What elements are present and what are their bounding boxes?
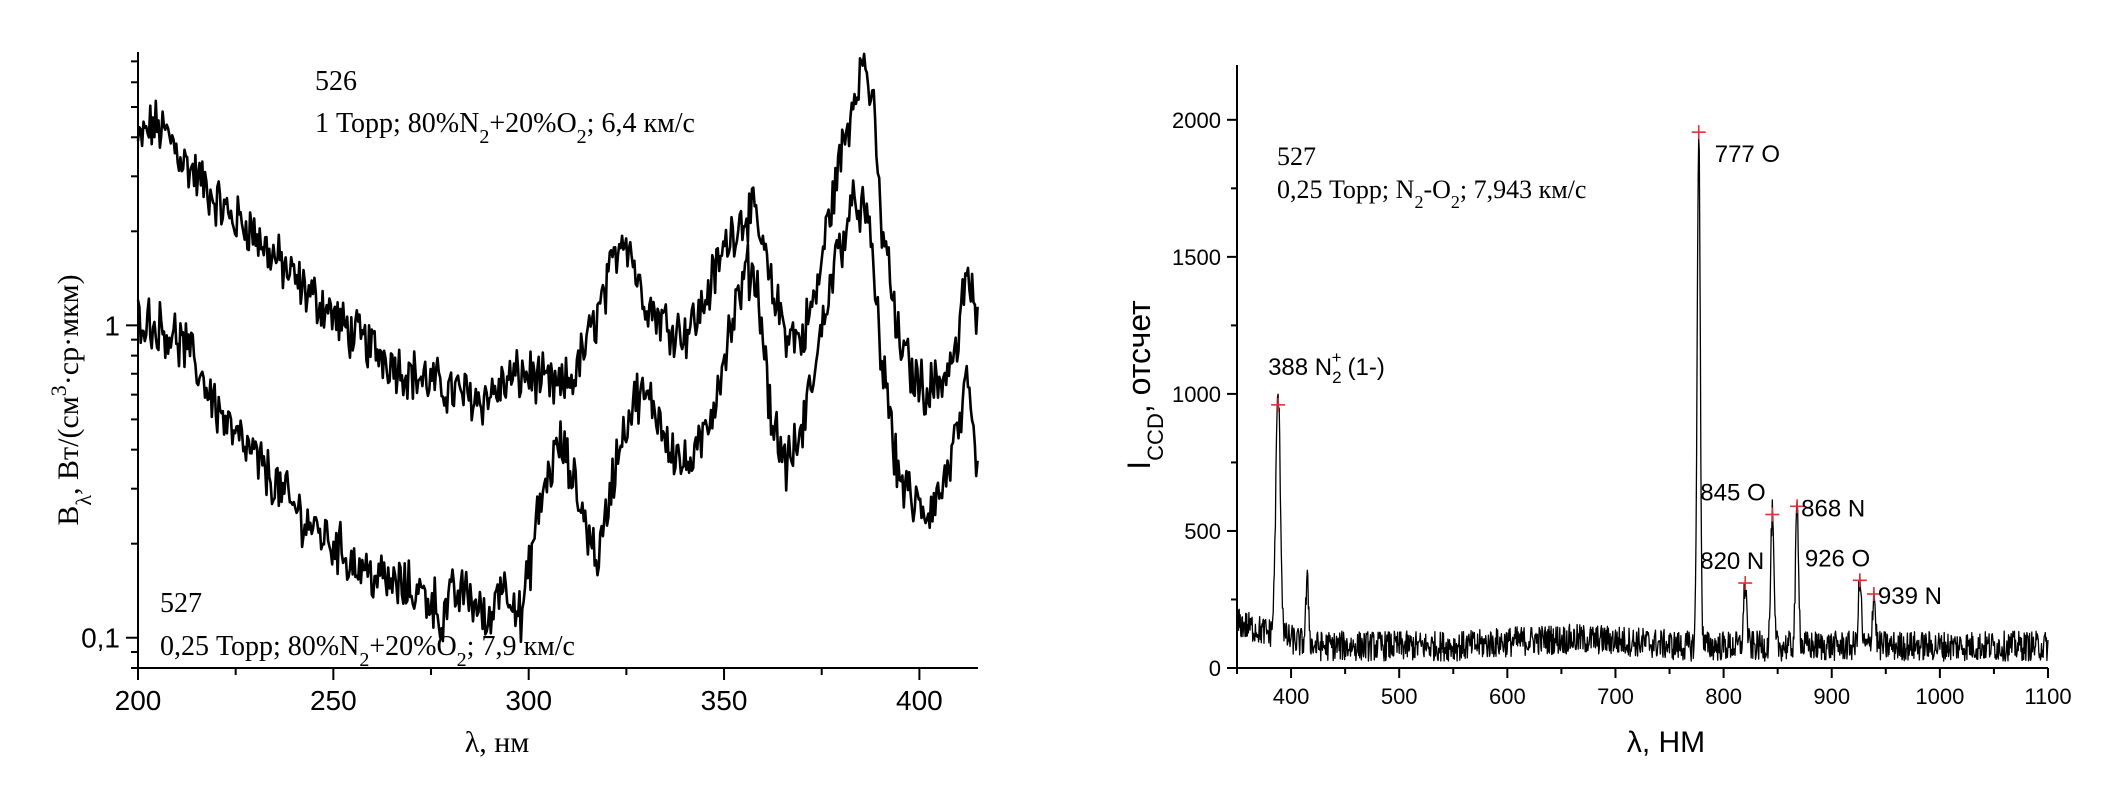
right-x-tick-label: 500 <box>1381 684 1418 709</box>
peak-label: 868 N <box>1801 495 1865 522</box>
left-xlabel: λ, нм <box>465 726 530 759</box>
left-x-tick-label: 200 <box>115 685 162 716</box>
peak-label: 926 O <box>1805 545 1870 572</box>
left-x-tick-label: 350 <box>701 685 748 716</box>
right-annotation-line1: 527 <box>1277 142 1316 171</box>
right-ticks-group: 400 500 600 700 800 900 1000 1100 0 500 1000 1500 20… <box>1172 108 2072 709</box>
left-annotation-526-line1: 526 <box>315 66 357 97</box>
peak-label: 388 N2+ (1-) <box>1268 348 1385 387</box>
right-y-tick-label: 1000 <box>1172 382 1221 407</box>
left-series-group <box>136 52 979 644</box>
peak-label: 820 N <box>1700 548 1764 575</box>
right-xlabel: λ, НМ <box>1627 726 1705 759</box>
left-y-tick-label: 1 <box>104 310 120 341</box>
right-x-tick-label: 900 <box>1813 684 1850 709</box>
left-annotation-527-line1: 527 <box>160 588 202 619</box>
left-annotation-526-line2: 1 Торр; 80%N2+20%O2; 6,4 км/с <box>315 108 695 148</box>
right-x-tick-label: 1100 <box>2024 684 2071 709</box>
right-spectrum-line <box>1236 137 2049 662</box>
right-x-tick-label: 700 <box>1597 684 1634 709</box>
left-x-tick-label: 300 <box>505 685 552 716</box>
left-ylabel: Bλ, Вт/(см3·ср·мкм) <box>46 274 96 525</box>
right-x-tick-label: 600 <box>1489 684 1526 709</box>
peak-label: 939 N <box>1878 583 1942 610</box>
right-annotation-line2: 0,25 Торр; N2-O2; 7,943 км/с <box>1277 175 1586 212</box>
left-series-line-1 <box>136 52 979 426</box>
right-chart: 400 500 600 700 800 900 1000 1100 0 500 1000 1500 20… <box>1121 65 2072 759</box>
right-series-group <box>1236 137 2049 662</box>
right-x-tick-label: 800 <box>1705 684 1742 709</box>
peak-label: 845 O <box>1700 480 1765 507</box>
peak-label: 777 O <box>1715 141 1780 168</box>
left-x-tick-label: 250 <box>310 685 357 716</box>
right-x-tick-label: 400 <box>1273 684 1310 709</box>
left-series-line-2 <box>136 179 979 644</box>
right-y-tick-label: 2000 <box>1172 108 1221 133</box>
left-y-tick-label: 0,1 <box>81 623 120 654</box>
left-x-tick-label: 400 <box>896 685 943 716</box>
right-axes <box>1236 65 2048 669</box>
right-x-tick-label: 1000 <box>1915 684 1964 709</box>
left-axes <box>137 52 978 669</box>
right-ylabel: ICCD, отсчет <box>1121 300 1168 470</box>
left-chart: 200 250 300 350 400 0,1 1 526 1 Торр; 80%N2+20… <box>46 52 979 759</box>
right-peak-markers: 388 N2+ (1-) 777 O 820 N 845 O 868 N 926 O 939 … <box>1268 125 1942 610</box>
right-y-tick-label: 0 <box>1209 656 1221 681</box>
left-annotation-527-line2: 0,25 Торр; 80%N2+20%O2; 7,9 км/с <box>160 631 575 671</box>
right-y-tick-label: 500 <box>1184 519 1221 544</box>
right-y-tick-label: 1500 <box>1172 245 1221 270</box>
left-ticks-group: 200 250 300 350 400 0,1 1 <box>81 60 943 716</box>
